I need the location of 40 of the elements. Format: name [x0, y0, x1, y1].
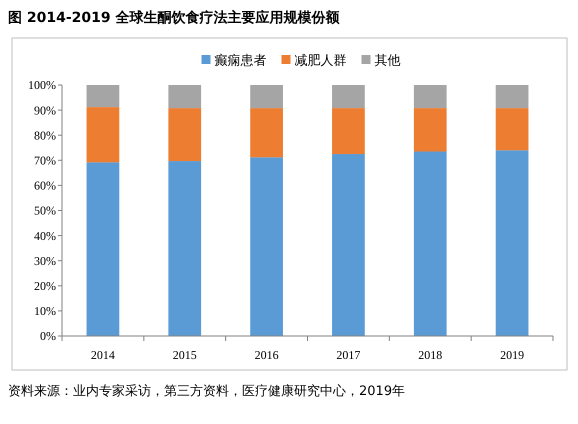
y-tick-label: 50%	[34, 204, 56, 218]
bar	[168, 108, 202, 162]
bar	[86, 162, 120, 336]
x-tick-label: 2017	[336, 348, 360, 362]
bar	[496, 85, 528, 108]
bar	[250, 85, 283, 108]
x-tick-label: 2019	[500, 348, 524, 362]
y-tick-label: 90%	[34, 103, 56, 118]
bar	[250, 108, 283, 158]
bar	[86, 107, 120, 162]
legend-label: 癫痫患者	[214, 54, 266, 69]
bar	[414, 85, 447, 108]
y-tick-label: 10%	[34, 304, 56, 318]
legend-label: 减肥人群	[294, 54, 346, 69]
y-tick-label: 80%	[34, 128, 56, 142]
y-tick-label: 100%	[28, 78, 56, 92]
y-tick-label: 40%	[34, 228, 56, 243]
bar	[496, 108, 528, 150]
text: 资料来源：业内专家采访，第三方资料，医疗健康研究中心，2019年	[8, 383, 406, 399]
y-tick-label: 20%	[34, 279, 56, 293]
bar	[414, 152, 447, 336]
chart-title: 图 2014-2019 全球生酮饮食疗法主要应用规模份额	[8, 9, 340, 26]
bar	[332, 85, 365, 108]
y-tick-label: 0%	[40, 329, 56, 344]
x-tick-label: 2015	[172, 348, 197, 362]
bar	[168, 85, 202, 108]
y-tick-label: 70%	[34, 154, 56, 168]
bar	[332, 108, 365, 154]
legend-label: 其他	[374, 54, 400, 69]
x-tick-label: 2016	[254, 348, 279, 362]
bar	[414, 108, 447, 152]
bar	[168, 161, 202, 336]
y-tick-label: 60%	[34, 178, 56, 193]
x-tick-label: 2018	[418, 348, 442, 362]
bar	[496, 150, 528, 336]
bar	[86, 85, 120, 108]
bar	[332, 154, 365, 336]
x-tick-label: 2014	[90, 348, 115, 362]
y-tick-label: 30%	[34, 254, 56, 268]
bar	[250, 157, 283, 336]
